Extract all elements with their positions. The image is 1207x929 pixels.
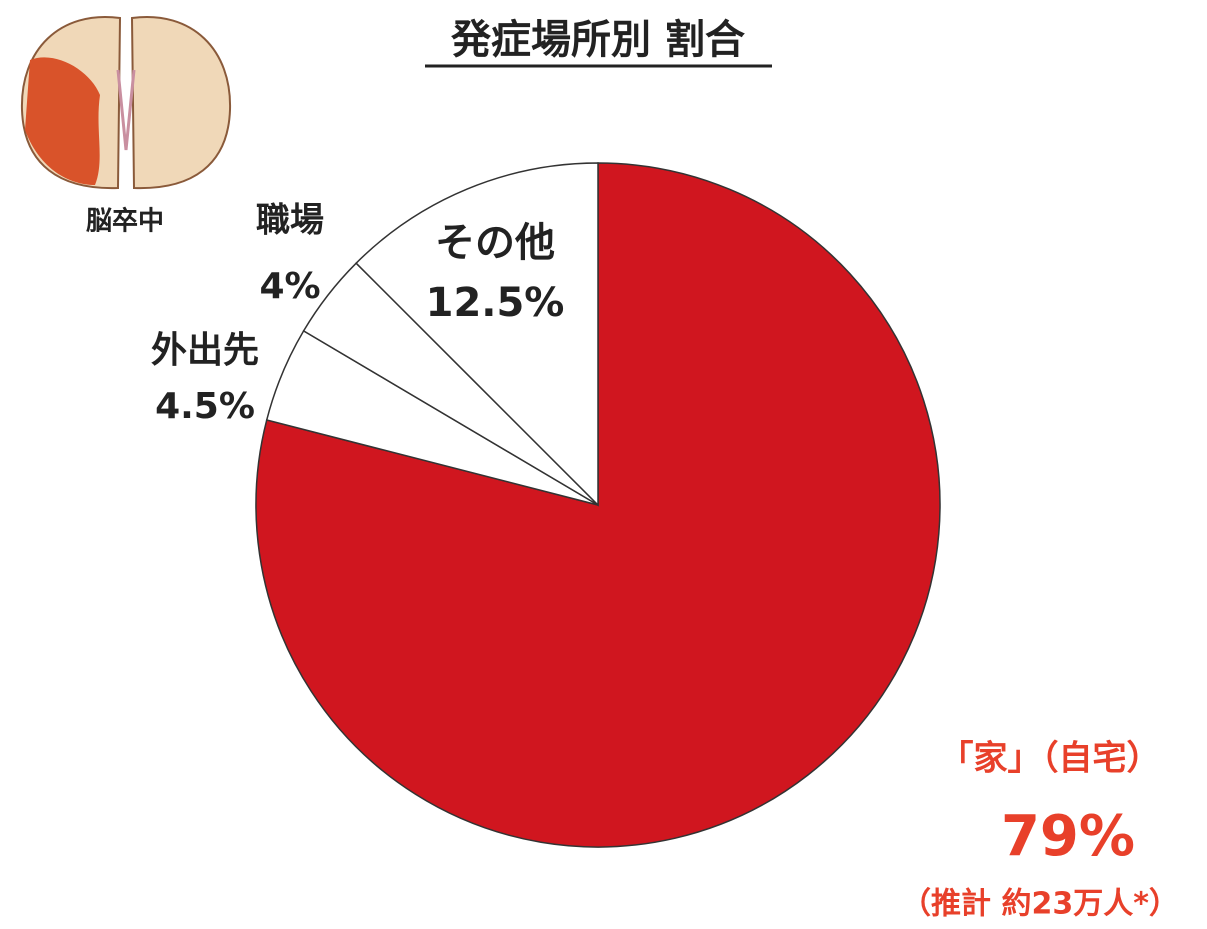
value-label: 4% (259, 266, 320, 307)
category-label: その他 (435, 220, 555, 266)
annotation: （推計 約23万人*） (901, 887, 1179, 922)
category-label: 「家」（自宅） (940, 739, 1161, 779)
category-label: 外出先 (151, 330, 259, 371)
annotation: 脳卒中 (85, 206, 164, 237)
category-label: 職場 (256, 201, 324, 241)
chart-title: 発症場所別 割合 (451, 17, 745, 63)
brain-icon (20, 16, 232, 190)
value-label: 79% (1001, 804, 1135, 869)
pie-slice (355, 162, 599, 507)
value-label: 4.5% (155, 386, 255, 427)
value-label: 12.5% (426, 280, 565, 326)
